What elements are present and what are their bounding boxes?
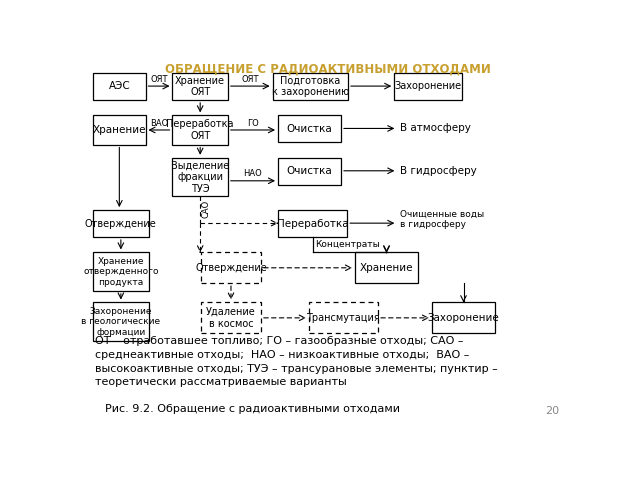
Bar xyxy=(273,73,348,100)
Text: АЭС: АЭС xyxy=(108,82,130,92)
Text: Хранение: Хранение xyxy=(93,125,146,135)
Text: ОБРАЩЕНИЕ С РАДИОАКТИВНЫМИ ОТХОДАМИ: ОБРАЩЕНИЕ С РАДИОАКТИВНЫМИ ОТХОДАМИ xyxy=(165,62,491,75)
Bar xyxy=(172,158,228,196)
Text: Захоронение: Захоронение xyxy=(394,82,461,92)
Bar xyxy=(278,158,341,185)
Text: Очищенные воды
в гидросферу: Очищенные воды в гидросферу xyxy=(399,210,484,229)
Text: Концентраты: Концентраты xyxy=(315,240,380,249)
Bar xyxy=(93,210,148,237)
Text: ГО: ГО xyxy=(247,119,259,128)
Text: Подготовка
к захоронению: Подготовка к захоронению xyxy=(271,76,349,97)
Text: Выделение
фракции
ТУЭ: Выделение фракции ТУЭ xyxy=(171,160,229,193)
Bar xyxy=(172,115,228,144)
Bar xyxy=(93,73,145,100)
Text: ОЯТ: ОЯТ xyxy=(150,75,168,84)
Text: Очистка: Очистка xyxy=(287,166,332,176)
Text: Переработка: Переработка xyxy=(276,218,348,228)
Text: САО: САО xyxy=(202,200,211,218)
Text: Захоронение
в геологические
формации: Захоронение в геологические формации xyxy=(81,307,161,336)
Text: Очистка: Очистка xyxy=(287,124,332,134)
Text: Рис. 9.2. Обращение с радиоактивными отходами: Рис. 9.2. Обращение с радиоактивными отх… xyxy=(105,404,400,414)
Text: ВАО: ВАО xyxy=(150,119,168,128)
Text: В гидросферу: В гидросферу xyxy=(399,166,476,176)
Bar xyxy=(278,115,341,142)
Text: Трансмутация: Трансмутация xyxy=(307,313,380,323)
Bar xyxy=(394,73,462,100)
Text: Хранение
ОЯТ: Хранение ОЯТ xyxy=(175,76,225,97)
Text: Отверждение: Отверждение xyxy=(85,218,157,228)
Bar xyxy=(93,302,148,341)
Bar xyxy=(201,302,261,333)
Text: Захоронение: Захоронение xyxy=(428,313,499,323)
Bar xyxy=(93,115,145,144)
Bar xyxy=(278,210,348,237)
Text: 20: 20 xyxy=(545,407,559,417)
Text: ОТ – отработавшее топливо; ГО – газообразные отходы; САО –
среднеактивные отходы: ОТ – отработавшее топливо; ГО – газообра… xyxy=(95,336,498,387)
Text: Отверждение: Отверждение xyxy=(195,263,267,273)
Bar xyxy=(432,302,495,333)
Text: Хранение: Хранение xyxy=(360,263,413,273)
Bar xyxy=(308,302,378,333)
Bar xyxy=(201,252,261,283)
Bar xyxy=(172,73,228,100)
Text: Переработка
ОЯТ: Переработка ОЯТ xyxy=(166,119,234,141)
Text: ОЯТ: ОЯТ xyxy=(241,75,259,84)
Bar xyxy=(355,252,418,283)
Text: В атмосферу: В атмосферу xyxy=(399,123,470,133)
Text: Удаление
в космос: Удаление в космос xyxy=(206,307,256,329)
Text: НАО: НАО xyxy=(244,169,262,179)
Text: Хранение
отвержденного
продукта: Хранение отвержденного продукта xyxy=(83,257,159,287)
Bar xyxy=(93,252,148,291)
